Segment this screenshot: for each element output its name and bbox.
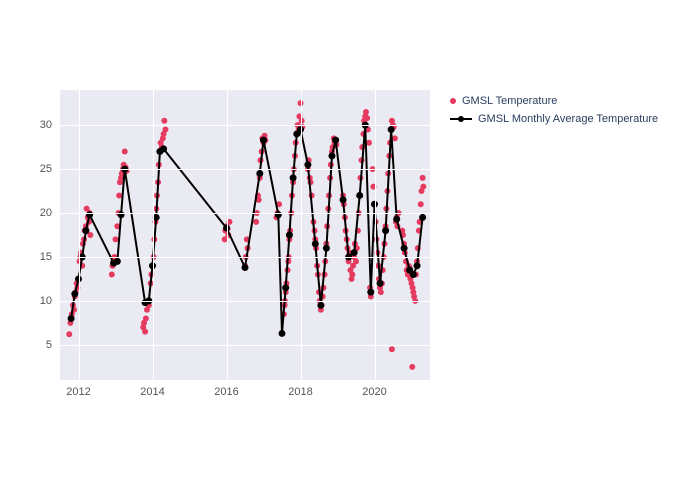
scatter-point <box>113 236 119 242</box>
line-marker <box>312 240 319 247</box>
scatter-point <box>109 272 115 278</box>
line-marker <box>114 258 121 265</box>
line-marker <box>340 196 347 203</box>
legend-item-line: GMSL Monthly Average Temperature <box>450 110 658 128</box>
line-marker <box>410 271 417 278</box>
line-marker <box>304 161 311 168</box>
gridline-x <box>301 90 302 380</box>
scatter-point <box>420 184 426 190</box>
scatter-point <box>389 346 395 352</box>
xtick-label: 2018 <box>288 386 312 398</box>
line-marker <box>71 290 78 297</box>
scatter-point <box>116 192 122 198</box>
scatter-point <box>161 118 167 124</box>
scatter-point <box>299 118 305 124</box>
line-marker <box>290 174 297 181</box>
scatter-point <box>353 258 359 264</box>
legend-line-marker <box>450 118 472 120</box>
gridline-x <box>227 90 228 380</box>
line-marker <box>367 289 374 296</box>
scatter-point <box>420 175 426 181</box>
ytick-label: 20 <box>40 207 52 219</box>
scatter-point <box>162 127 168 133</box>
scatter-point <box>122 149 128 155</box>
line-marker <box>317 302 324 309</box>
line-marker <box>68 315 75 322</box>
line-marker <box>82 227 89 234</box>
scatter-point <box>364 115 370 121</box>
scatter-point <box>143 315 149 321</box>
line-marker <box>377 280 384 287</box>
line-marker <box>351 249 358 256</box>
line-series <box>71 125 423 333</box>
scatter-point <box>378 289 384 295</box>
scatter-point <box>418 201 424 207</box>
line-marker <box>256 170 263 177</box>
gridline-x <box>153 90 154 380</box>
scatter-point <box>66 331 72 337</box>
line-marker <box>286 232 293 239</box>
legend: GMSL Temperature GMSL Monthly Average Te… <box>450 92 658 128</box>
ytick-label: 10 <box>40 295 52 307</box>
line-marker <box>356 192 363 199</box>
gridline-x <box>79 90 80 380</box>
line-marker <box>414 262 421 269</box>
line-marker <box>328 152 335 159</box>
line-marker <box>260 137 267 144</box>
ytick-label: 5 <box>46 339 52 351</box>
xtick-label: 2016 <box>214 386 238 398</box>
legend-item-scatter: GMSL Temperature <box>450 92 658 110</box>
line-marker <box>282 284 289 291</box>
gridline-x <box>375 90 376 380</box>
xtick-label: 2014 <box>140 386 164 398</box>
scatter-point <box>349 272 355 278</box>
scatter-point <box>409 364 415 370</box>
scatter-point <box>363 109 369 115</box>
ytick-label: 25 <box>40 163 52 175</box>
line-marker <box>401 245 408 252</box>
plot-area: 5101520253020122014201620182020 <box>60 90 430 380</box>
legend-line-label: GMSL Monthly Average Temperature <box>478 113 658 125</box>
ytick-label: 30 <box>40 119 52 131</box>
scatter-point <box>253 219 259 225</box>
line-marker <box>153 214 160 221</box>
line-marker <box>332 137 339 144</box>
xtick-label: 2012 <box>66 386 90 398</box>
line-marker <box>279 330 286 337</box>
line-marker <box>382 227 389 234</box>
line-marker <box>388 126 395 133</box>
ytick-label: 15 <box>40 251 52 263</box>
line-marker <box>419 214 426 221</box>
legend-scatter-label: GMSL Temperature <box>462 95 557 107</box>
scatter-point <box>142 329 148 335</box>
line-marker <box>393 216 400 223</box>
legend-scatter-marker <box>450 98 456 104</box>
line-marker <box>160 145 167 152</box>
line-marker <box>323 245 330 252</box>
xtick-label: 2020 <box>362 386 386 398</box>
line-marker <box>242 264 249 271</box>
